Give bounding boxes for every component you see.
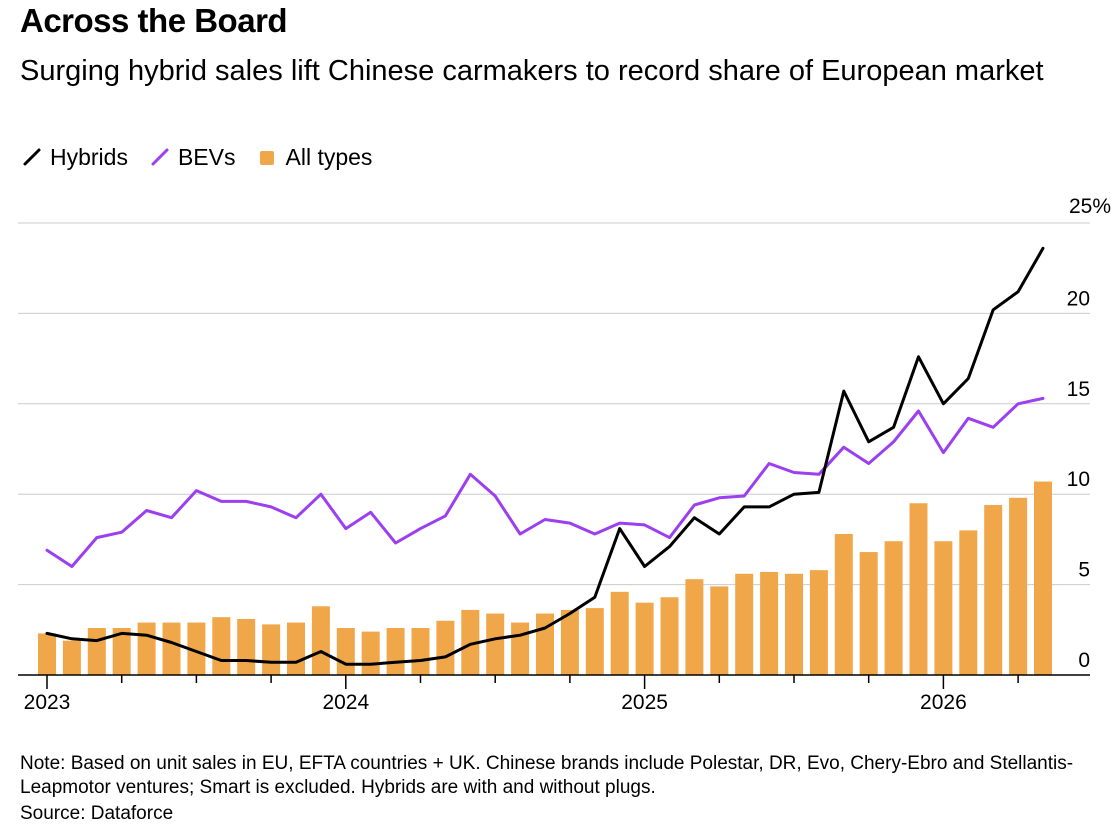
bar-all-types bbox=[336, 627, 355, 675]
bar-all-types bbox=[486, 613, 505, 675]
x-tick-label: 2024 bbox=[322, 691, 369, 714]
legend-item-all-types: All types bbox=[258, 143, 373, 171]
bars-all-types bbox=[38, 481, 1052, 675]
bar-all-types bbox=[262, 624, 281, 675]
bar-all-types bbox=[311, 606, 330, 675]
chart-title: Across the Board bbox=[20, 2, 288, 39]
bar-all-types bbox=[162, 622, 181, 675]
bar-all-types bbox=[1009, 497, 1028, 675]
bar-all-types bbox=[785, 573, 803, 675]
legend-label-hybrids: Hybrids bbox=[50, 143, 128, 170]
bar-all-types bbox=[909, 503, 928, 675]
y-tick-label: 15 bbox=[1067, 378, 1090, 401]
bar-all-types bbox=[585, 608, 604, 675]
lines bbox=[45, 246, 1045, 666]
square-swatch-icon bbox=[259, 151, 274, 165]
bar-all-types bbox=[511, 622, 530, 675]
y-tick-label: 0 bbox=[1078, 649, 1090, 672]
x-tick-label: 2025 bbox=[621, 691, 668, 714]
bar-all-types bbox=[560, 609, 579, 675]
bar-all-types bbox=[809, 570, 828, 675]
bar-all-types bbox=[187, 622, 206, 675]
bar-all-types bbox=[62, 640, 81, 675]
y-tick-label: 25% bbox=[1069, 195, 1111, 218]
y-tick-label: 20 bbox=[1067, 287, 1090, 310]
bar-all-types bbox=[710, 586, 729, 675]
series-line-bevs bbox=[45, 396, 1045, 568]
x-tick-label: 2023 bbox=[24, 691, 71, 714]
bar-all-types bbox=[884, 541, 903, 675]
bar-all-types bbox=[237, 618, 256, 675]
legend-label-bevs: BEVs bbox=[177, 143, 236, 170]
legend: Hybrids BEVs All types bbox=[22, 142, 394, 172]
bar-all-types bbox=[436, 620, 455, 675]
x-tick-label: 2026 bbox=[920, 691, 967, 714]
series-line-hybrids bbox=[45, 246, 1045, 666]
bar-all-types bbox=[610, 591, 629, 675]
bar-all-types bbox=[984, 505, 1003, 675]
bar-all-types bbox=[212, 617, 231, 675]
chart-area: 0 5 10 15 20 25% 2023 2024 2025 2026 bbox=[18, 195, 1111, 714]
bar-all-types bbox=[635, 602, 654, 675]
chart-subtitle: Surging hybrid sales lift Chinese carmak… bbox=[20, 55, 1044, 87]
bar-all-types bbox=[411, 627, 430, 675]
legend-item-hybrids: Hybrids bbox=[22, 144, 128, 171]
axes: 0 5 10 15 20 25% 2023 2024 2025 2026 bbox=[18, 195, 1111, 714]
y-tick-label: 10 bbox=[1067, 468, 1090, 491]
bar-all-types bbox=[1034, 481, 1052, 675]
bar-all-types bbox=[934, 541, 953, 675]
bar-all-types bbox=[137, 622, 156, 675]
gridlines bbox=[18, 222, 1090, 586]
bar-all-types bbox=[361, 631, 380, 675]
legend-label-all-types: All types bbox=[285, 143, 373, 170]
bar-all-types bbox=[685, 579, 704, 675]
bar-all-types bbox=[959, 530, 978, 675]
y-tick-label: 5 bbox=[1078, 559, 1090, 582]
bar-all-types bbox=[87, 627, 106, 675]
legend-item-bevs: BEVs bbox=[150, 144, 236, 171]
bar-all-types bbox=[287, 622, 305, 675]
line-swatch-icon bbox=[151, 148, 169, 166]
bar-all-types bbox=[859, 552, 878, 675]
bar-all-types bbox=[760, 571, 779, 675]
bar-all-types bbox=[461, 609, 480, 675]
bar-all-types bbox=[660, 597, 679, 675]
chart-source: Source: Dataforce bbox=[20, 803, 174, 824]
bar-all-types bbox=[386, 627, 405, 675]
line-swatch-icon bbox=[23, 148, 41, 166]
bar-all-types bbox=[38, 633, 56, 675]
bar-all-types bbox=[834, 533, 853, 675]
bar-all-types bbox=[112, 627, 131, 675]
chart-note: Note: Based on unit sales in EU, EFTA co… bbox=[20, 753, 1074, 798]
bar-all-types bbox=[735, 573, 754, 675]
